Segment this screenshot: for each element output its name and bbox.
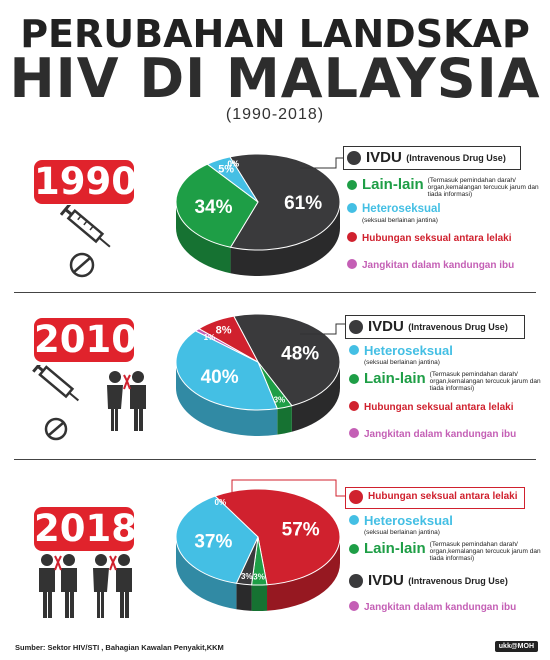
pie-label-hetero: 5% — [218, 163, 234, 175]
pie-label-hetero: 40% — [201, 367, 239, 388]
pie-label-ibu: 0% — [215, 498, 227, 507]
pie-label-homo: 8% — [216, 324, 232, 336]
legend-dot — [349, 401, 359, 411]
title-line2: HIV DI MALAYSIA — [9, 47, 541, 110]
pie-side-hetero — [176, 362, 278, 436]
legend-dot — [349, 345, 359, 355]
pie-label-hetero: 37% — [194, 532, 232, 553]
legend-dot — [349, 490, 363, 504]
year-badge-2010: 2010 — [34, 318, 137, 362]
title-line1: PERUBAHAN LANDSKAP — [20, 12, 530, 56]
pie-label-ivdu: 3% — [241, 572, 253, 581]
legend-homo-2010: Hubungan seksual antara lelaki — [349, 401, 514, 414]
year-badge-2018: 2018 — [34, 507, 137, 551]
legend-dot — [349, 515, 359, 525]
pie-slice-hetero — [175, 495, 259, 584]
legend-ibu-2018: Jangkitan dalam kandungan ibu — [349, 601, 516, 614]
pie-label-lain: 3% — [274, 395, 286, 404]
pill-icon — [44, 417, 68, 441]
legend-ivdu-1990: IVDU (Intravenous Drug Use) — [347, 149, 506, 167]
legend-hetero-2010: Heteroseksual (seksual berlainan jantina) — [349, 343, 453, 366]
legend-dot — [349, 428, 359, 438]
pie-slice-homo — [198, 315, 260, 364]
pie-slice-hetero — [175, 330, 278, 411]
pie-side-ivdu — [291, 362, 340, 432]
syringe-icon — [32, 365, 80, 402]
pie-label-ivdu: 48% — [281, 344, 319, 365]
pie-side-homo — [267, 537, 340, 611]
pie-side-ivdu — [236, 583, 252, 611]
legend-dot — [349, 374, 359, 384]
pie-label-homo: 57% — [282, 519, 320, 540]
legend-dot — [347, 203, 357, 213]
source-note: Sumber: Sektor HIV/STI , Bahagian Kawala… — [15, 643, 224, 652]
legend-hetero-1990: Heteroseksual (seksual berlainan jantina) — [347, 203, 441, 224]
pie-slice-hetero — [206, 156, 259, 203]
legend-lain-2018: Lain-lain (Termasuk pemindahan darah/ or… — [349, 540, 550, 562]
legend-ibu-2010: Jangkitan dalam kandungan ibu — [349, 428, 516, 441]
legend-dot — [349, 574, 363, 588]
legend-homo-2018: Hubungan seksual antara lelaki — [349, 490, 518, 504]
pie-label-lain: 3% — [253, 572, 265, 581]
legend-ibu-1990: Jangkitan dalam kandungan ibu — [347, 259, 514, 272]
couple-icon — [93, 554, 132, 618]
legend-dot — [347, 232, 357, 242]
pie-slice-lain — [175, 163, 259, 248]
legend-highlight-box — [345, 315, 525, 339]
legend-highlight-box — [343, 146, 521, 170]
icons-2010 — [32, 365, 146, 441]
pie-side-lain — [176, 202, 231, 274]
pie-slice-ivdu — [233, 313, 341, 407]
legend-dot — [347, 259, 357, 269]
legend-highlight-box — [345, 487, 525, 509]
icons-2018 — [39, 554, 132, 618]
legend-dot — [349, 544, 359, 554]
legend-lain-2010: Lain-lain (Termasuk pemindahan darah/ or… — [349, 370, 550, 392]
section-divider — [14, 459, 536, 460]
pie-side-lain — [251, 584, 268, 611]
legend-dot — [347, 180, 357, 190]
pie-label-ivdu: 61% — [284, 193, 322, 214]
pie-side-ivdu — [230, 202, 340, 276]
credit-badge: ukk@MOH — [494, 641, 538, 652]
legend-homo-1990: Hubungan seksual antara lelaki — [347, 232, 512, 245]
section-divider — [14, 292, 536, 293]
legend-lain-1990: Lain-lain (Termasuk pemindahan darah/ or… — [347, 176, 550, 198]
legend-dot — [349, 320, 363, 334]
pie-chart-1990: 61%34%5%0%0% — [175, 153, 341, 276]
pie-side-hetero — [176, 537, 237, 610]
male-couple-icon — [39, 554, 77, 618]
year-badge-1990: 1990 — [34, 160, 137, 204]
pie-label-lain: 34% — [194, 197, 232, 218]
legend-dot — [349, 601, 359, 611]
legend-dot — [347, 151, 361, 165]
pie-slice-ivdu — [229, 153, 341, 251]
title-period: (1990-2018) — [225, 106, 325, 123]
pie-chart-2018: 57% 3%3% 37% 0% — [175, 488, 341, 611]
pill-icon — [69, 252, 95, 278]
couple-icon — [107, 371, 146, 431]
icons-1990 — [60, 205, 111, 278]
pie-label-ibu: 0% — [227, 159, 239, 168]
syringe-icon — [60, 205, 111, 248]
legend-ivdu-2010: IVDU (Intravenous Drug Use) — [349, 318, 508, 336]
pie-chart-2010: 48% 3% 40% 1%8% — [175, 313, 341, 436]
legend-ivdu-2018: IVDU (Intravenous Drug Use) — [349, 572, 508, 590]
pie-side-lain — [277, 405, 292, 435]
pie-label-ibu: 1% — [204, 333, 216, 342]
pie-label-homo: 0% — [227, 159, 239, 168]
legend-hetero-2018: Heteroseksual (seksual berlainan jantina) — [349, 513, 453, 536]
